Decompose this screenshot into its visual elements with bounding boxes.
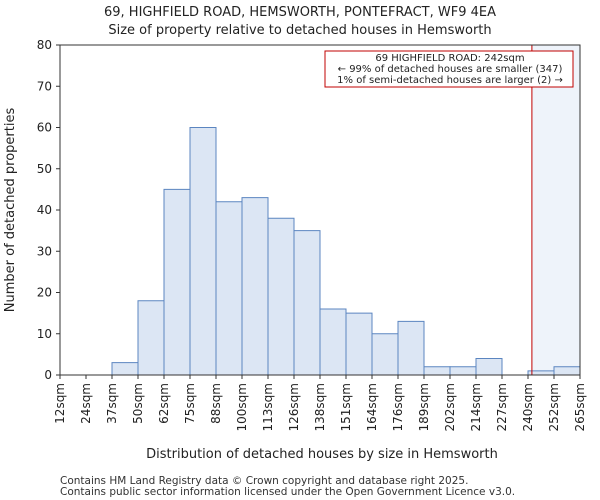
x-tick-label: 75sqm (183, 383, 197, 424)
bar-189sqm (423, 366, 451, 376)
y-axis-label: Number of detached properties (3, 108, 18, 313)
x-tick-label: 88sqm (209, 383, 223, 424)
y-tick-label: 80 (37, 38, 52, 52)
bar-202sqm (449, 366, 477, 376)
y-tick-label: 40 (37, 203, 52, 217)
y-tick-label: 0 (44, 368, 52, 382)
annotation-frame (324, 50, 574, 88)
x-tick-label: 189sqm (417, 383, 431, 431)
x-tick-label: 176sqm (391, 383, 405, 431)
x-tick-label: 113sqm (261, 383, 275, 431)
y-tick-label: 50 (37, 162, 52, 176)
footer-line-2: Contains public sector information licen… (60, 486, 515, 498)
x-tick-label: 37sqm (105, 383, 119, 424)
x-tick-label: 62sqm (157, 383, 171, 424)
y-tick-label: 60 (37, 121, 52, 135)
bar-176sqm (397, 320, 425, 376)
chart-subtitle: Size of property relative to detached ho… (108, 23, 491, 38)
x-tick-label: 252sqm (547, 383, 561, 431)
annotation-line-1: 69 HIGHFIELD ROAD: 242sqm (375, 53, 524, 64)
x-tick-label: 214sqm (469, 383, 483, 431)
bar-126sqm (293, 230, 321, 376)
footer-line-1: Contains HM Land Registry data © Crown c… (60, 475, 468, 487)
x-axis-ticks: 12sqm 24sqm 37sqm 50sqm 62sqm 75sqm 88sqm 100sq… (53, 375, 587, 431)
x-tick-label: 164sqm (365, 383, 379, 431)
annotation-line-2: ← 99% of detached houses are smaller (34… (338, 64, 563, 75)
y-tick-label: 10 (37, 327, 52, 341)
bar-252sqm (553, 366, 581, 376)
y-tick-label: 20 (37, 286, 52, 300)
x-tick-label: 12sqm (53, 383, 67, 424)
x-tick-label: 50sqm (131, 383, 145, 424)
bars-group (111, 127, 581, 376)
bar-214sqm (475, 358, 503, 376)
x-tick-label: 151sqm (339, 383, 353, 431)
bar-50sqm (137, 300, 165, 376)
x-tick-label: 126sqm (287, 383, 301, 431)
annotation-box: 69 HIGHFIELD ROAD: 242sqm ← 99% of detac… (324, 50, 574, 88)
x-tick-label: 202sqm (443, 383, 457, 431)
bar-100sqm (241, 197, 269, 376)
x-tick-label: 227sqm (495, 383, 509, 431)
x-tick-label: 265sqm (573, 383, 587, 431)
bar-164sqm (371, 333, 399, 376)
bar-62sqm (163, 188, 191, 376)
x-tick-label: 240sqm (521, 383, 535, 431)
x-tick-label: 24sqm (79, 383, 93, 424)
x-tick-label: 100sqm (235, 383, 249, 431)
bar-88sqm (215, 201, 243, 376)
y-tick-label: 70 (37, 79, 52, 93)
chart-title: 69, HIGHFIELD ROAD, HEMSWORTH, PONTEFRAC… (104, 5, 496, 20)
y-tick-label: 30 (37, 244, 52, 258)
x-axis-label: Distribution of detached houses by size … (146, 447, 498, 462)
bar-151sqm (345, 312, 373, 376)
annotation-line-3: 1% of semi-detached houses are larger (2… (337, 75, 563, 86)
y-axis-ticks: 0 10 20 30 40 50 60 70 80 (37, 38, 60, 382)
larger-than-property-region (531, 45, 580, 375)
bar-138sqm (319, 308, 347, 376)
bar-75sqm (189, 127, 217, 376)
bar-37sqm (111, 362, 139, 376)
x-tick-label: 138sqm (313, 383, 327, 431)
bar-113sqm (267, 217, 295, 376)
